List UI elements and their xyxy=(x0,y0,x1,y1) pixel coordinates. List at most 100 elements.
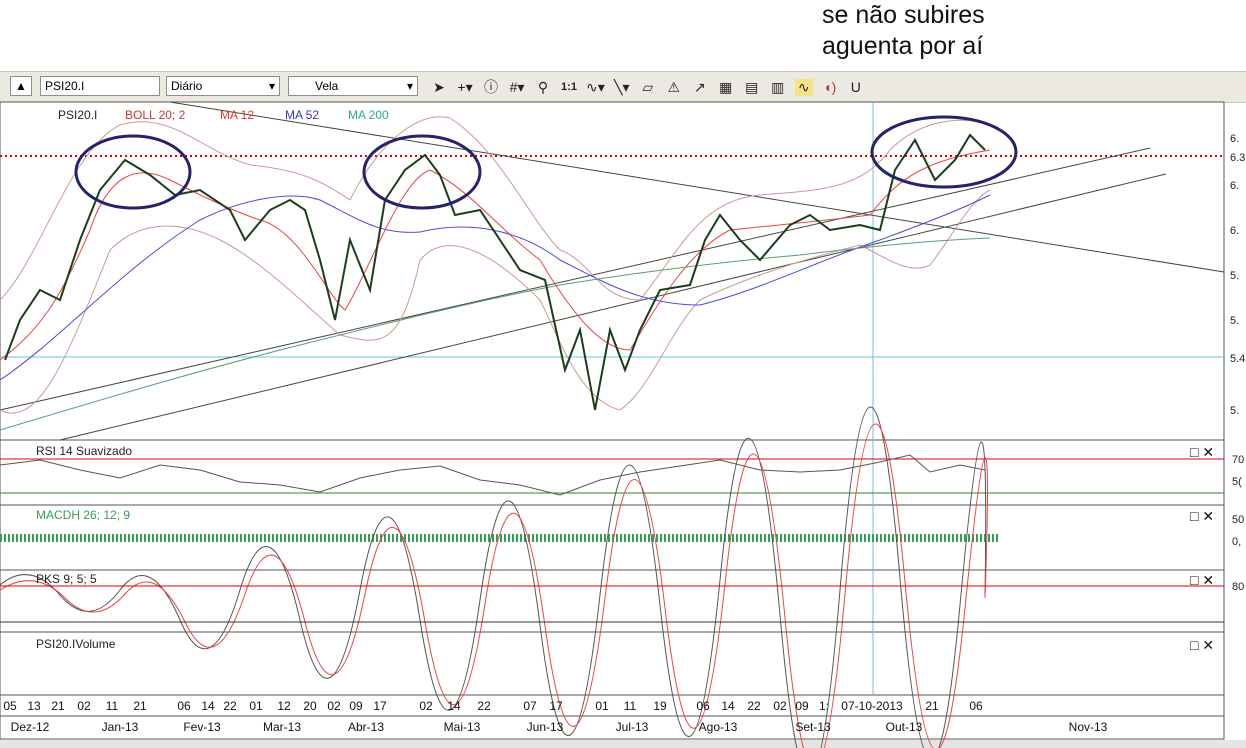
day-label: 17 xyxy=(373,699,387,713)
symbol-field[interactable]: PSI20.I xyxy=(40,76,160,96)
day-label: 22 xyxy=(477,699,491,713)
indicator-tool[interactable]: ∿▾ xyxy=(586,78,605,95)
day-label: 21 xyxy=(133,699,147,713)
price-label: 6. xyxy=(1230,133,1239,145)
day-label: 14 xyxy=(721,699,735,713)
day-label: 17 xyxy=(549,699,563,713)
panel-axis-label: 0, xyxy=(1232,536,1241,548)
annotation-line: aguenta por aí xyxy=(822,32,984,60)
status-bar xyxy=(0,740,1246,748)
legend-item: PSI20.I xyxy=(58,108,97,122)
day-label: 19 xyxy=(653,699,667,713)
crosshair-tool[interactable]: +▾ xyxy=(457,78,473,95)
panel-close: □ ✕ xyxy=(1190,572,1214,588)
panel-title: PKS 9; 5; 5 xyxy=(36,572,97,586)
pks-signal xyxy=(0,423,988,748)
price-label: 5. xyxy=(1230,405,1239,417)
legend-item: MA 200 xyxy=(348,108,389,122)
day-label: 12 xyxy=(277,699,291,713)
eraser-tool[interactable]: ▱ xyxy=(642,78,654,95)
month-label: Jan-13 xyxy=(102,720,139,734)
day-label: 01 xyxy=(595,699,609,713)
info-tool[interactable]: ⓘ xyxy=(484,79,498,95)
rsi-panel xyxy=(0,439,1225,506)
period-select[interactable]: Diário ▾ xyxy=(166,76,280,96)
scale-tool[interactable]: 1:1 xyxy=(561,81,577,93)
day-label: 11 xyxy=(106,699,119,713)
panel-title: RSI 14 Suavizado xyxy=(36,444,132,458)
day-label: 1: xyxy=(819,699,829,713)
arrow-tool[interactable]: ↗ xyxy=(693,78,706,95)
month-label: Set-13 xyxy=(795,720,831,734)
tool-icons: ➤ +▾ ⓘ #▾ ⚲ 1:1 ∿▾ ╲▾ ▱ ⚠ ↗ ▦ ▤ ▥ ∿ ◖) U xyxy=(430,76,865,98)
price-label: 6. xyxy=(1230,180,1239,192)
tool-c[interactable]: ▥ xyxy=(771,78,785,95)
day-label: 09 xyxy=(349,699,363,713)
ma-200 xyxy=(0,237,991,431)
price-label: 6. xyxy=(1230,225,1239,237)
panel-close: □ ✕ xyxy=(1190,444,1214,460)
zoom-tool[interactable]: ⚲ xyxy=(537,78,549,95)
month-label: Dez-12 xyxy=(11,720,50,734)
month-label: Abr-13 xyxy=(348,720,384,734)
boll-upper xyxy=(0,116,991,301)
month-label: Ago-13 xyxy=(699,720,738,734)
day-label: 11 xyxy=(624,699,637,713)
month-label: Mai-13 xyxy=(444,720,481,734)
pks-line xyxy=(0,406,987,748)
boll-lower xyxy=(0,189,991,414)
panel-axis-label: 80 xyxy=(1232,581,1244,593)
panel-close: □ ✕ xyxy=(1190,508,1214,524)
day-label: 06 xyxy=(969,699,983,713)
day-label: 07-10-2013 xyxy=(841,699,903,713)
day-label: 21 xyxy=(925,699,939,713)
trend-line xyxy=(0,147,1151,411)
chart-type-select[interactable]: Vela ▾ xyxy=(288,76,418,96)
day-label: 14 xyxy=(447,699,461,713)
trend-line xyxy=(59,173,1167,441)
rsi-line xyxy=(0,454,986,496)
day-label: 01 xyxy=(249,699,263,713)
ma-12 xyxy=(0,149,991,361)
highlight-circle xyxy=(74,134,192,210)
day-label: 13 xyxy=(27,699,41,713)
annotation-line: se não subires xyxy=(822,1,985,29)
grid-tool[interactable]: #▾ xyxy=(509,78,525,95)
day-label: 06 xyxy=(177,699,191,713)
ma-52 xyxy=(0,194,991,381)
chart-area: PSI20.I BOLL 20; 2 MA 12 MA 52 MA 200 6. 6.3 6.… xyxy=(0,101,1246,748)
highlight-circle xyxy=(362,134,482,210)
pks-panel xyxy=(0,569,1225,633)
price-label: 6.3 xyxy=(1230,152,1245,164)
month-label: Nov-13 xyxy=(1069,720,1108,734)
magnet-tool[interactable]: U xyxy=(850,79,861,95)
day-label: 09 xyxy=(795,699,809,713)
sound-tool[interactable]: ◖) xyxy=(823,79,837,95)
volume-panel xyxy=(0,631,1225,696)
panel-close: □ ✕ xyxy=(1190,637,1214,653)
day-label: 22 xyxy=(747,699,761,713)
panel-axis-label: 5( xyxy=(1232,476,1242,488)
date-axis xyxy=(0,694,1225,740)
month-label: Jul-13 xyxy=(616,720,649,734)
day-label: 06 xyxy=(696,699,710,713)
tool-b[interactable]: ▤ xyxy=(745,78,759,95)
price-line xyxy=(4,133,986,411)
day-label: 14 xyxy=(201,699,215,713)
tool-d[interactable]: ∿ xyxy=(794,78,813,96)
tool-a[interactable]: ▦ xyxy=(719,78,733,95)
alert-tool[interactable]: ⚠ xyxy=(667,78,681,95)
panel-title: PSI20.IVolume xyxy=(36,637,116,651)
panel-title: MACDH 26; 12; 9 xyxy=(36,508,130,522)
line-tool[interactable]: ╲▾ xyxy=(614,78,630,95)
collapse-button[interactable]: ▲ xyxy=(10,76,32,96)
month-label: Mar-13 xyxy=(263,720,301,734)
annotation: se não subires aguenta por aí xyxy=(822,0,985,62)
legend-item: BOLL 20; 2 xyxy=(125,108,186,122)
panel-axis-label: 50 xyxy=(1232,514,1244,526)
pointer-tool[interactable]: ➤ xyxy=(433,78,445,95)
month-label: Jun-13 xyxy=(527,720,564,734)
chart-type-text: Vela xyxy=(315,79,339,93)
price-label: 5.4 xyxy=(1230,353,1245,365)
